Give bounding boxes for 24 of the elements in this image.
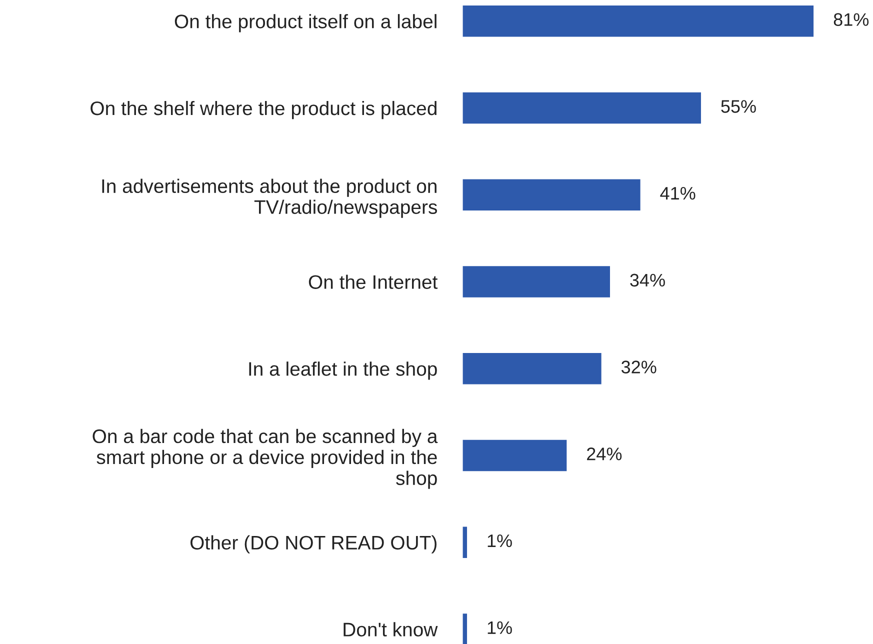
y-tick-label: In a leaflet in the shop: [249, 362, 437, 380]
bar: [462, 526, 468, 558]
bar: [462, 352, 602, 384]
bar: [462, 5, 814, 37]
y-tick-label: On a bar code that can be scanned by a smart phone or a device provided in the shop: [92, 428, 438, 489]
y-tick-label: In advertisements about the product on TV/radio/newspapers: [102, 178, 437, 218]
y-tick-label: Don't know: [344, 622, 438, 636]
bar: [462, 179, 640, 210]
data-label: 55%: [721, 100, 756, 113]
y-tick-label: Other (DO NOT READ OUT): [190, 535, 436, 554]
bar: [462, 614, 468, 644]
y-tick-label: On the Internet: [308, 274, 438, 289]
data-label: 32%: [621, 360, 656, 374]
data-label: 81%: [834, 13, 869, 26]
data-label: 41%: [660, 187, 696, 200]
data-label: 1%: [488, 621, 512, 634]
bar: [462, 440, 567, 472]
data-label: 1%: [488, 534, 512, 548]
data-label: 34%: [630, 274, 665, 287]
bar: [462, 266, 610, 298]
y-tick-label: On the product itself on a label: [174, 14, 436, 32]
bar: [462, 92, 701, 124]
data-label: 24%: [587, 448, 622, 460]
y-tick-label: On the shelf where the product is placed: [90, 100, 436, 120]
